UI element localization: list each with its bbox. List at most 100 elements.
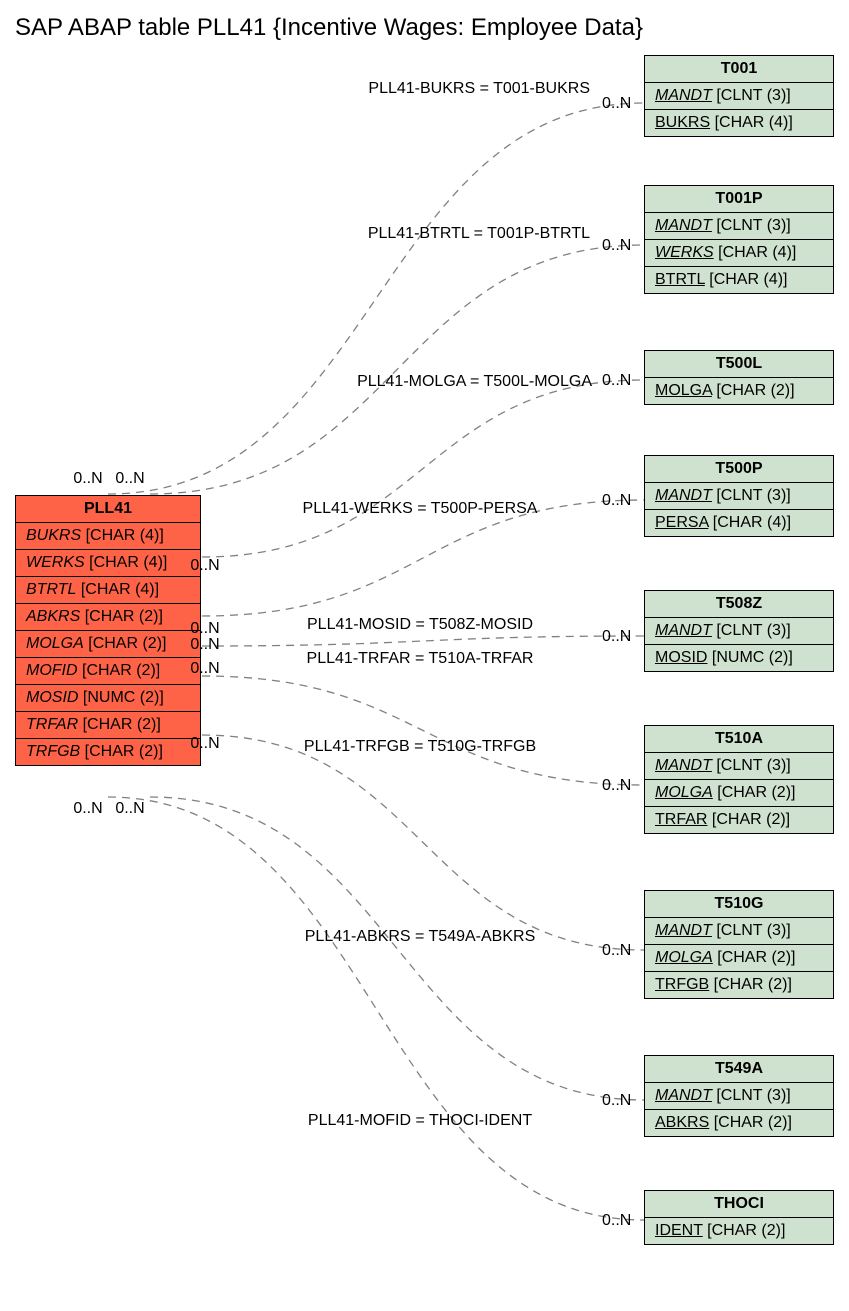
- field-type: [NUMC (2)]: [707, 649, 792, 666]
- field-row: ABKRS [CHAR (2)]: [16, 604, 200, 631]
- entity-t549a: T549AMANDT [CLNT (3)]ABKRS [CHAR (2)]: [644, 1055, 834, 1137]
- field-row: MANDT [CLNT (3)]: [645, 483, 833, 510]
- field-row: MANDT [CLNT (3)]: [645, 1083, 833, 1110]
- field-row: MOSID [NUMC (2)]: [16, 685, 200, 712]
- entity-header: T510G: [645, 891, 833, 918]
- field-type: [CHAR (2)]: [703, 1222, 786, 1239]
- field-name: MANDT: [655, 487, 712, 504]
- field-row: MOLGA [CHAR (2)]: [645, 378, 833, 404]
- entity-header: T510A: [645, 726, 833, 753]
- field-type: [CLNT (3)]: [712, 217, 791, 234]
- relation-edge: [108, 103, 644, 494]
- field-type: [CHAR (2)]: [713, 784, 796, 801]
- relation-label: PLL41-TRFAR = T510A-TRFAR: [307, 650, 534, 668]
- field-type: [CHAR (4)]: [710, 114, 793, 131]
- field-type: [CLNT (3)]: [712, 87, 791, 104]
- relation-label: PLL41-MOLGA = T500L-MOLGA: [357, 373, 592, 391]
- field-row: ABKRS [CHAR (2)]: [645, 1110, 833, 1136]
- field-name: MANDT: [655, 922, 712, 939]
- entity-t500p: T500PMANDT [CLNT (3)]PERSA [CHAR (4)]: [644, 455, 834, 537]
- field-type: [CHAR (2)]: [80, 743, 163, 760]
- field-name: PERSA: [655, 514, 708, 531]
- field-row: MANDT [CLNT (3)]: [645, 83, 833, 110]
- field-name: MANDT: [655, 87, 712, 104]
- field-name: MOLGA: [655, 382, 712, 399]
- relation-label: PLL41-WERKS = T500P-PERSA: [303, 500, 538, 518]
- field-name: TRFAR: [26, 716, 78, 733]
- relation-edge: [202, 676, 644, 785]
- field-row: WERKS [CHAR (4)]: [645, 240, 833, 267]
- field-type: [NUMC (2)]: [78, 689, 163, 706]
- entity-header: T500L: [645, 351, 833, 378]
- field-type: [CHAR (4)]: [705, 271, 788, 288]
- field-row: BTRTL [CHAR (4)]: [645, 267, 833, 293]
- field-name: IDENT: [655, 1222, 703, 1239]
- field-name: BTRTL: [26, 581, 76, 598]
- field-row: BUKRS [CHAR (4)]: [645, 110, 833, 136]
- target-cardinality: 0..N: [602, 372, 631, 390]
- field-row: PERSA [CHAR (4)]: [645, 510, 833, 536]
- source-cardinality: 0..N: [190, 557, 219, 575]
- entity-header: T508Z: [645, 591, 833, 618]
- field-name: MANDT: [655, 217, 712, 234]
- field-name: TRFAR: [655, 811, 707, 828]
- entity-t001: T001MANDT [CLNT (3)]BUKRS [CHAR (4)]: [644, 55, 834, 137]
- relation-label: PLL41-MOSID = T508Z-MOSID: [307, 616, 533, 634]
- field-type: [CLNT (3)]: [712, 622, 791, 639]
- field-name: WERKS: [655, 244, 714, 261]
- entity-header: T001P: [645, 186, 833, 213]
- relation-edge: [202, 735, 644, 950]
- field-name: MOSID: [26, 689, 78, 706]
- field-type: [CHAR (2)]: [707, 811, 790, 828]
- field-row: MOLGA [CHAR (2)]: [645, 945, 833, 972]
- field-row: MOFID [CHAR (2)]: [16, 658, 200, 685]
- field-name: MOLGA: [655, 784, 713, 801]
- field-name: ABKRS: [26, 608, 80, 625]
- field-row: MOLGA [CHAR (2)]: [645, 780, 833, 807]
- field-type: [CHAR (2)]: [84, 635, 167, 652]
- field-name: MANDT: [655, 622, 712, 639]
- entity-t001p: T001PMANDT [CLNT (3)]WERKS [CHAR (4)]BTR…: [644, 185, 834, 294]
- field-type: [CLNT (3)]: [712, 487, 791, 504]
- entity-header: PLL41: [16, 496, 200, 523]
- field-type: [CLNT (3)]: [712, 1087, 791, 1104]
- field-type: [CLNT (3)]: [712, 922, 791, 939]
- field-row: MOSID [NUMC (2)]: [645, 645, 833, 671]
- relation-label: PLL41-ABKRS = T549A-ABKRS: [305, 928, 536, 946]
- source-cardinality: 0..N: [73, 800, 102, 818]
- source-cardinality: 0..N: [115, 800, 144, 818]
- field-row: MOLGA [CHAR (2)]: [16, 631, 200, 658]
- field-name: ABKRS: [655, 1114, 709, 1131]
- target-cardinality: 0..N: [602, 777, 631, 795]
- field-row: MANDT [CLNT (3)]: [645, 618, 833, 645]
- target-cardinality: 0..N: [602, 95, 631, 113]
- entity-header: T001: [645, 56, 833, 83]
- target-cardinality: 0..N: [602, 237, 631, 255]
- field-row: TRFGB [CHAR (2)]: [16, 739, 200, 765]
- field-type: [CLNT (3)]: [712, 757, 791, 774]
- field-type: [CHAR (2)]: [709, 976, 792, 993]
- field-name: WERKS: [26, 554, 85, 571]
- relation-edge: [202, 380, 644, 557]
- field-row: TRFAR [CHAR (2)]: [645, 807, 833, 833]
- field-type: [CHAR (4)]: [708, 514, 791, 531]
- field-name: MOLGA: [26, 635, 84, 652]
- relation-label: PLL41-MOFID = THOCI-IDENT: [308, 1112, 532, 1130]
- field-type: [CHAR (4)]: [76, 581, 159, 598]
- field-row: TRFGB [CHAR (2)]: [645, 972, 833, 998]
- field-name: BUKRS: [26, 527, 81, 544]
- field-name: MOLGA: [655, 949, 713, 966]
- entity-t508z: T508ZMANDT [CLNT (3)]MOSID [NUMC (2)]: [644, 590, 834, 672]
- target-cardinality: 0..N: [602, 942, 631, 960]
- field-type: [CHAR (2)]: [709, 1114, 792, 1131]
- relation-edge: [202, 636, 644, 646]
- relation-edge: [150, 245, 644, 494]
- field-type: [CHAR (2)]: [713, 949, 796, 966]
- relation-edge: [150, 797, 644, 1100]
- entity-t510g: T510GMANDT [CLNT (3)]MOLGA [CHAR (2)]TRF…: [644, 890, 834, 999]
- field-type: [CHAR (4)]: [714, 244, 797, 261]
- entity-header: T549A: [645, 1056, 833, 1083]
- field-type: [CHAR (4)]: [81, 527, 164, 544]
- field-name: MOSID: [655, 649, 707, 666]
- field-name: MANDT: [655, 757, 712, 774]
